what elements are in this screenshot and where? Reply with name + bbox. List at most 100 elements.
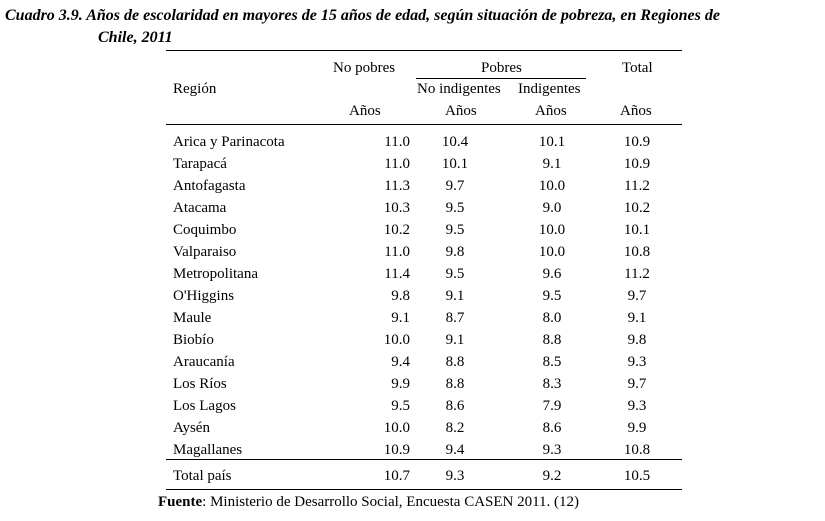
no-indigentes-cell: 9.5 bbox=[445, 200, 465, 216]
no-pobres-cell: 10.9 bbox=[383, 442, 410, 458]
indigentes-cell: 8.0 bbox=[542, 310, 562, 326]
no-indigentes-cell: 9.5 bbox=[445, 222, 465, 238]
header-no-pobres: No pobres bbox=[333, 60, 396, 76]
title-line-1: Cuadro 3.9. Años de escolaridad en mayor… bbox=[5, 7, 720, 24]
no-pobres-cell: 11.3 bbox=[384, 178, 410, 194]
region-cell: Valparaiso bbox=[173, 244, 237, 260]
total-cell: 10.2 bbox=[623, 200, 651, 216]
region-cell: Coquimbo bbox=[173, 222, 237, 238]
no-indigentes-cell: 10.4 bbox=[441, 134, 469, 150]
no-indigentes-cell: 9.1 bbox=[445, 332, 465, 348]
no-indigentes-cell: 10.1 bbox=[441, 156, 469, 172]
indigentes-cell: 10.0 bbox=[538, 178, 566, 194]
no-indigentes-cell: 8.7 bbox=[445, 310, 465, 326]
region-cell: Metropolitana bbox=[173, 266, 258, 282]
total-indigentes-cell: 9.2 bbox=[542, 468, 562, 484]
indigentes-cell: 9.5 bbox=[542, 288, 562, 304]
region-cell: Tarapacá bbox=[173, 156, 227, 172]
indigentes-cell: 10.1 bbox=[538, 134, 566, 150]
header-rule bbox=[166, 124, 682, 125]
total-cell: 9.7 bbox=[627, 288, 647, 304]
no-pobres-cell: 9.1 bbox=[391, 310, 410, 326]
total-cell: 9.3 bbox=[627, 354, 647, 370]
header-no-indigentes: No indigentes bbox=[417, 81, 501, 97]
source-label: Fuente bbox=[158, 494, 203, 510]
no-indigentes-cell: 9.7 bbox=[445, 178, 465, 194]
region-cell: Aysén bbox=[173, 420, 210, 436]
indigentes-cell: 9.0 bbox=[542, 200, 562, 216]
title-line-2: Chile, 2011 bbox=[98, 29, 173, 46]
total-cell: 9.3 bbox=[627, 398, 647, 414]
header-anos-no-pobres: Años bbox=[349, 103, 381, 119]
no-pobres-cell: 10.0 bbox=[383, 332, 410, 348]
indigentes-cell: 10.0 bbox=[538, 222, 566, 238]
total-cell: 9.1 bbox=[627, 310, 647, 326]
total-cell: 11.2 bbox=[624, 178, 650, 194]
total-cell: 10.9 bbox=[623, 156, 651, 172]
header-region: Región bbox=[173, 81, 217, 97]
region-cell: Los Ríos bbox=[173, 376, 227, 392]
total-cell: 10.9 bbox=[623, 134, 651, 150]
no-indigentes-cell: 8.2 bbox=[445, 420, 465, 436]
indigentes-cell: 9.1 bbox=[542, 156, 562, 172]
no-indigentes-cell: 9.5 bbox=[445, 266, 465, 282]
total-cell: 10.1 bbox=[623, 222, 651, 238]
no-pobres-cell: 9.9 bbox=[391, 376, 410, 392]
region-cell: Atacama bbox=[173, 200, 227, 216]
header-pobres: Pobres bbox=[481, 60, 522, 76]
no-indigentes-cell: 8.6 bbox=[445, 398, 465, 414]
total-total-cell: 10.5 bbox=[623, 468, 651, 484]
no-pobres-cell: 10.2 bbox=[383, 222, 410, 238]
header-anos-indigentes: Años bbox=[535, 103, 567, 119]
no-pobres-cell: 11.0 bbox=[384, 244, 410, 260]
indigentes-cell: 8.5 bbox=[542, 354, 562, 370]
no-indigentes-cell: 9.1 bbox=[445, 288, 465, 304]
total-cell: 11.2 bbox=[624, 266, 650, 282]
region-cell: Maule bbox=[173, 310, 212, 326]
total-cell: 9.9 bbox=[627, 420, 647, 436]
no-pobres-cell: 11.0 bbox=[384, 134, 410, 150]
indigentes-cell: 8.8 bbox=[542, 332, 562, 348]
indigentes-cell: 7.9 bbox=[542, 398, 562, 414]
total-region-label: Total país bbox=[173, 468, 232, 484]
no-indigentes-cell: 8.8 bbox=[445, 354, 465, 370]
indigentes-cell: 9.3 bbox=[542, 442, 562, 458]
no-indigentes-cell: 8.8 bbox=[445, 376, 465, 392]
no-pobres-cell: 9.4 bbox=[391, 354, 410, 370]
no-indigentes-cell: 9.4 bbox=[445, 442, 465, 458]
no-pobres-cell: 10.0 bbox=[383, 420, 410, 436]
total-no-pobres-cell: 10.7 bbox=[383, 468, 410, 484]
header-anos-total: Años bbox=[620, 103, 652, 119]
region-cell: Araucanía bbox=[173, 354, 235, 370]
region-cell: Antofagasta bbox=[173, 178, 246, 194]
total-cell: 9.7 bbox=[627, 376, 647, 392]
pobres-underline bbox=[416, 78, 586, 79]
indigentes-cell: 8.3 bbox=[542, 376, 562, 392]
region-cell: Biobío bbox=[173, 332, 214, 348]
header-anos-no-indigentes: Años bbox=[445, 103, 477, 119]
total-rule bbox=[166, 459, 682, 460]
no-indigentes-cell: 9.8 bbox=[445, 244, 465, 260]
no-pobres-cell: 9.8 bbox=[391, 288, 410, 304]
source-note: Fuente: Ministerio de Desarrollo Social,… bbox=[158, 494, 579, 511]
total-cell: 9.8 bbox=[627, 332, 647, 348]
indigentes-cell: 9.6 bbox=[542, 266, 562, 282]
bottom-rule bbox=[166, 489, 682, 490]
total-no-indigentes-cell: 9.3 bbox=[445, 468, 465, 484]
total-cell: 10.8 bbox=[623, 244, 651, 260]
table-title: Cuadro 3.9. Años de escolaridad en mayor… bbox=[5, 5, 823, 49]
region-cell: O'Higgins bbox=[173, 288, 235, 304]
no-pobres-cell: 11.0 bbox=[384, 156, 410, 172]
total-cell: 10.8 bbox=[623, 442, 651, 458]
source-text: : Ministerio de Desarrollo Social, Encue… bbox=[202, 494, 580, 510]
indigentes-cell: 8.6 bbox=[542, 420, 562, 436]
indigentes-cell: 10.0 bbox=[538, 244, 566, 260]
top-rule bbox=[166, 50, 682, 51]
region-cell: Los Lagos bbox=[173, 398, 236, 414]
no-pobres-cell: 11.4 bbox=[384, 266, 410, 282]
header-total: Total bbox=[622, 60, 653, 76]
region-cell: Arica y Parinacota bbox=[173, 134, 285, 150]
no-pobres-cell: 9.5 bbox=[391, 398, 410, 414]
no-pobres-cell: 10.3 bbox=[383, 200, 410, 216]
header-indigentes: Indigentes bbox=[518, 81, 581, 97]
